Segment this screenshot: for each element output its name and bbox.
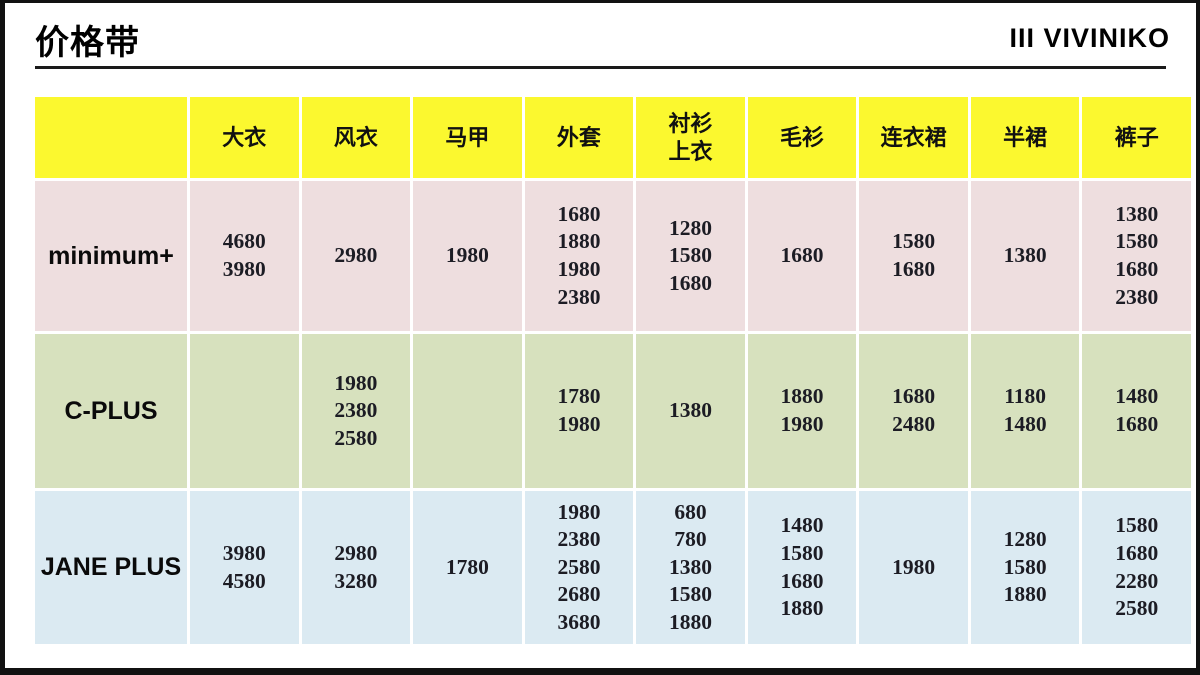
price-cell: 1780 bbox=[413, 491, 522, 644]
price-cell: 1980 2380 2580 bbox=[301, 334, 411, 488]
price-cell: 1480 1580 1680 1880 bbox=[747, 491, 857, 644]
page-title: 价格带 bbox=[35, 24, 140, 62]
price-cell: 1780 1980 bbox=[524, 334, 634, 488]
header-cell-8: 裤子 bbox=[1082, 97, 1191, 178]
header-cell-5: 毛衫 bbox=[747, 97, 857, 178]
price-cell: 1180 1480 bbox=[970, 334, 1080, 488]
title-rule bbox=[35, 66, 1166, 69]
row-label-c-plus: C-PLUS bbox=[35, 334, 187, 488]
header-cell-7: 半裙 bbox=[970, 97, 1080, 178]
price-cell: 1980 bbox=[413, 181, 522, 331]
price-cell: 1680 1880 1980 2380 bbox=[524, 181, 634, 331]
header-cell-3: 外套 bbox=[524, 97, 634, 178]
price-cell: 1380 bbox=[636, 334, 745, 488]
price-cell: 2980 bbox=[301, 181, 411, 331]
price-cell: 1980 bbox=[859, 491, 968, 644]
header-cell-2: 马甲 bbox=[413, 97, 522, 178]
price-table: 大衣 风衣 马甲 外套 衬衫 上衣 毛衫 连衣裙 半裙 裤子 minimum+ 4680 3980 2… bbox=[35, 97, 1191, 644]
price-cell: 1280 1580 1680 bbox=[636, 181, 745, 331]
header-cell-0: 大衣 bbox=[190, 97, 299, 178]
header-cell-6: 连衣裙 bbox=[859, 97, 968, 178]
row-label-minimum-: minimum+ bbox=[35, 181, 187, 331]
price-cell: 1380 bbox=[970, 181, 1080, 331]
price-cell bbox=[413, 334, 522, 488]
price-cell: 2980 3280 bbox=[301, 491, 411, 644]
price-cell: 1680 2480 bbox=[859, 334, 968, 488]
price-cell: 4680 3980 bbox=[190, 181, 299, 331]
price-cell: 1580 1680 2280 2580 bbox=[1082, 491, 1191, 644]
price-cell: 3980 4580 bbox=[190, 491, 299, 644]
price-cell: 1480 1680 bbox=[1082, 334, 1191, 488]
price-cell: 1980 2380 2580 2680 3680 bbox=[524, 491, 634, 644]
price-cell: 680 780 1380 1580 1880 bbox=[636, 491, 745, 644]
price-cell: 1280 1580 1880 bbox=[970, 491, 1080, 644]
price-cell: 1380 1580 1680 2380 bbox=[1082, 181, 1191, 331]
header-corner-cell bbox=[35, 97, 187, 178]
price-cell: 1680 bbox=[747, 181, 857, 331]
header-cell-4: 衬衫 上衣 bbox=[636, 97, 745, 178]
brand-logo: III VIVINIKO bbox=[1009, 23, 1170, 53]
row-label-jane-plus: JANE PLUS bbox=[35, 491, 187, 644]
price-cell: 1580 1680 bbox=[859, 181, 968, 331]
price-cell bbox=[190, 334, 299, 488]
header-cell-1: 风衣 bbox=[301, 97, 411, 178]
price-cell: 1880 1980 bbox=[747, 334, 857, 488]
